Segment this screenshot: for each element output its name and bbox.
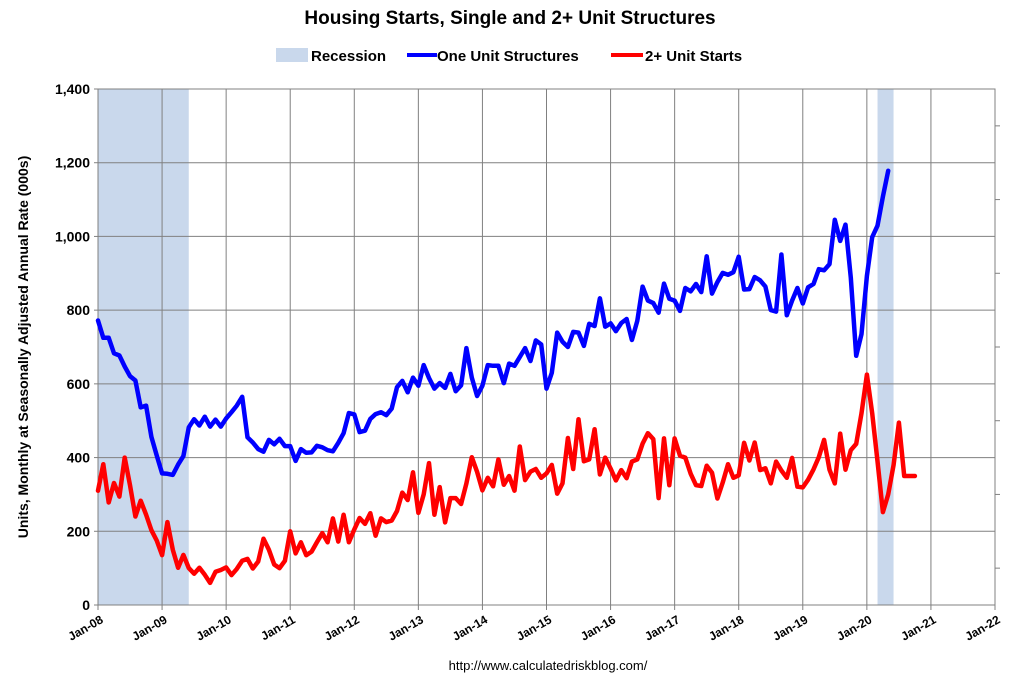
x-tick-label-6: Jan-14 — [450, 612, 490, 643]
x-tick-label-5: Jan-13 — [386, 612, 426, 643]
recession-band-1 — [877, 89, 894, 605]
legend: Recession One Unit Structures 2+ Unit St… — [276, 48, 742, 65]
legend-label-two-plus: 2+ Unit Starts — [645, 48, 742, 65]
y-tick-label-4: 800 — [67, 302, 91, 318]
x-tick-label-11: Jan-19 — [770, 612, 810, 643]
x-tick-label-8: Jan-16 — [578, 612, 618, 643]
x-ticks: Jan-08 Jan-09 Jan-10 Jan-11 Jan-12 Jan-13 Jan-… — [66, 605, 1003, 644]
y-tick-label-5: 1,000 — [55, 228, 90, 244]
x-tick-label-2: Jan-10 — [194, 612, 234, 643]
source-text: http://www.calculatedriskblog.com/ — [449, 658, 648, 673]
x-tick-label-12: Jan-20 — [834, 612, 874, 643]
x-tick-label-3: Jan-11 — [258, 612, 298, 643]
series-lines — [95, 168, 918, 586]
recession-bands — [98, 89, 894, 605]
y-tick-label-7: 1,400 — [55, 81, 90, 97]
x-tick-label-4: Jan-12 — [322, 612, 362, 643]
x-tick-label-14: Jan-22 — [963, 612, 1003, 643]
y-tick-label-3: 600 — [67, 376, 91, 392]
y-tick-label-0: 0 — [82, 597, 90, 613]
y-tick-label-1: 200 — [67, 523, 91, 539]
chart-title: Housing Starts, Single and 2+ Unit Struc… — [304, 8, 715, 29]
x-tick-label-7: Jan-15 — [514, 612, 554, 643]
series-line-1 — [95, 372, 918, 586]
x-tick-label-13: Jan-21 — [898, 612, 938, 643]
y-axis-label: Units, Monthly at Seasonally Adjusted An… — [15, 156, 31, 538]
series-line-0 — [95, 168, 891, 478]
y-tick-label-6: 1,200 — [55, 155, 90, 171]
x-tick-label-10: Jan-18 — [706, 612, 746, 643]
x-tick-label-0: Jan-08 — [66, 612, 106, 643]
legend-label-recession: Recession — [311, 48, 386, 65]
y-ticks: 0 200 400 600 800 1,000 1,200 1,400 — [55, 81, 1000, 613]
x-tick-label-1: Jan-09 — [130, 612, 170, 643]
y-tick-label-2: 400 — [67, 450, 91, 466]
legend-label-one-unit: One Unit Structures — [437, 48, 579, 65]
legend-swatch-recession — [276, 48, 308, 62]
x-tick-label-9: Jan-17 — [642, 612, 682, 643]
